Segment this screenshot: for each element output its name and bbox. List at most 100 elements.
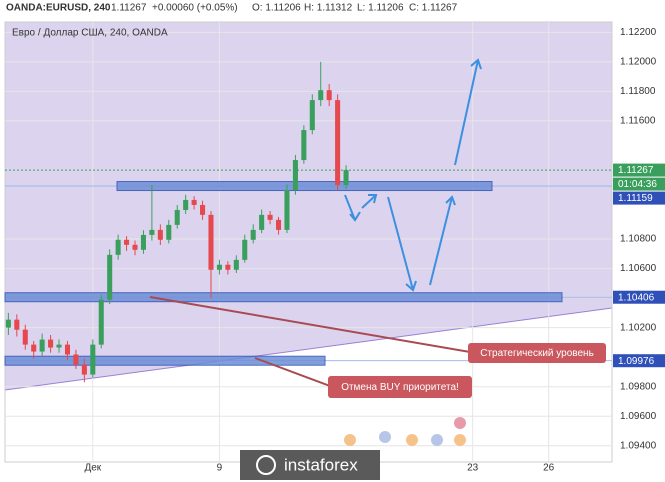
candle-body <box>14 319 20 330</box>
level-label-bg <box>613 290 665 304</box>
header-change: +0.00060 (+0.05%) <box>152 3 238 14</box>
candle-body <box>200 204 206 215</box>
level-zone <box>4 355 326 366</box>
watermark: instaforex <box>284 455 358 474</box>
arrow <box>387 196 414 291</box>
candle-body <box>335 100 341 186</box>
header-symbol: OANDA:EURUSD, 240 <box>6 3 111 14</box>
x-tick-label: 9 <box>217 463 223 474</box>
event-icon <box>431 434 443 446</box>
candle-body <box>183 199 189 210</box>
candle-body <box>81 364 87 375</box>
level-label: 1.11159 <box>618 193 653 204</box>
pointer-line <box>254 357 331 387</box>
candle-body <box>292 160 298 191</box>
candle-body <box>174 209 180 225</box>
y-tick-label: 1.10600 <box>620 263 657 274</box>
candle-body <box>166 224 172 240</box>
candle-body <box>233 259 239 270</box>
level-label-bg <box>613 354 665 368</box>
arrow <box>361 194 377 209</box>
candle-body <box>22 329 28 345</box>
level-zone <box>116 181 493 192</box>
y-tick-label: 1.09600 <box>620 411 657 422</box>
candle-body <box>326 90 332 101</box>
callout-text: Отмена BUY приоритета! <box>341 382 459 393</box>
candle-body <box>31 344 37 352</box>
arrow-head <box>445 195 456 206</box>
candle-body <box>149 229 155 235</box>
level-zone <box>4 292 563 303</box>
candle-body <box>107 254 113 300</box>
current-price: 1.11267 <box>618 165 654 176</box>
header-high: H: 1.11312 <box>304 3 353 14</box>
arrow-head <box>470 58 482 70</box>
x-tick-label: 23 <box>467 463 479 474</box>
callout <box>468 343 606 363</box>
arrow-head <box>405 280 417 292</box>
watermark-box <box>240 450 380 480</box>
y-tick-label: 1.10800 <box>620 234 657 245</box>
candle-body <box>90 344 96 375</box>
countdown: 01:04:36 <box>618 179 657 190</box>
zones <box>4 169 612 366</box>
y-tick-label: 1.11800 <box>620 86 656 97</box>
countdown-bg <box>613 177 665 191</box>
arrow <box>454 59 479 166</box>
candle-body <box>318 90 324 101</box>
y-tick-label: 1.09800 <box>620 381 657 392</box>
candle-body <box>225 264 231 270</box>
event-icons <box>344 417 466 446</box>
arrow <box>344 194 356 221</box>
header-open: O: 1.11206 <box>252 3 301 14</box>
candle-body <box>132 244 138 250</box>
candle-body <box>242 239 248 260</box>
candle-body <box>115 239 121 255</box>
arrow-head <box>368 194 378 204</box>
y-tick-label: 1.12200 <box>620 27 657 38</box>
candle-body <box>216 264 222 270</box>
y-tick-label: 1.09400 <box>620 440 657 451</box>
candle-body <box>64 344 71 355</box>
candle-body <box>48 339 54 348</box>
level-label: 1.09976 <box>618 356 655 367</box>
header-low: L: 1.11206 <box>357 3 404 14</box>
header-price: 1.11267 <box>111 3 147 14</box>
candle-body <box>98 299 104 345</box>
candle-body <box>301 130 307 161</box>
event-icon <box>344 434 356 446</box>
candle-body <box>191 199 197 205</box>
level-label-bg <box>613 191 665 205</box>
y-tick-label: 1.10200 <box>620 322 657 333</box>
candle-body <box>56 344 62 348</box>
level-label: 1.10406 <box>618 292 655 303</box>
candle-body <box>157 229 163 240</box>
header-close: C: 1.11267 <box>409 3 458 14</box>
event-icon <box>454 417 466 429</box>
arrows <box>344 58 482 292</box>
y-tick-label: 1.12000 <box>620 57 657 68</box>
arrow-head <box>349 211 361 222</box>
candle-body <box>284 190 290 230</box>
trend-line <box>4 307 613 391</box>
candle-body <box>250 229 256 240</box>
grid <box>5 22 612 462</box>
candle-body <box>267 214 273 220</box>
candle-body <box>275 219 282 230</box>
subtitle: Евро / Доллар США, 240, OANDA <box>12 28 168 39</box>
callout-text: Стратегический уровень <box>480 348 594 359</box>
candle-body <box>39 339 45 352</box>
candle-body <box>208 214 214 270</box>
pointer-line <box>149 296 471 353</box>
x-tick-label: 26 <box>543 463 555 474</box>
event-icon <box>454 434 466 446</box>
event-icon <box>406 434 418 446</box>
candle-body <box>5 319 11 328</box>
y-tick-label: 1.11600 <box>620 116 656 127</box>
arrow <box>429 196 453 286</box>
candle-body <box>73 354 79 365</box>
watermark-icon <box>256 455 276 475</box>
candle-body <box>343 170 349 186</box>
event-icon <box>379 431 391 443</box>
